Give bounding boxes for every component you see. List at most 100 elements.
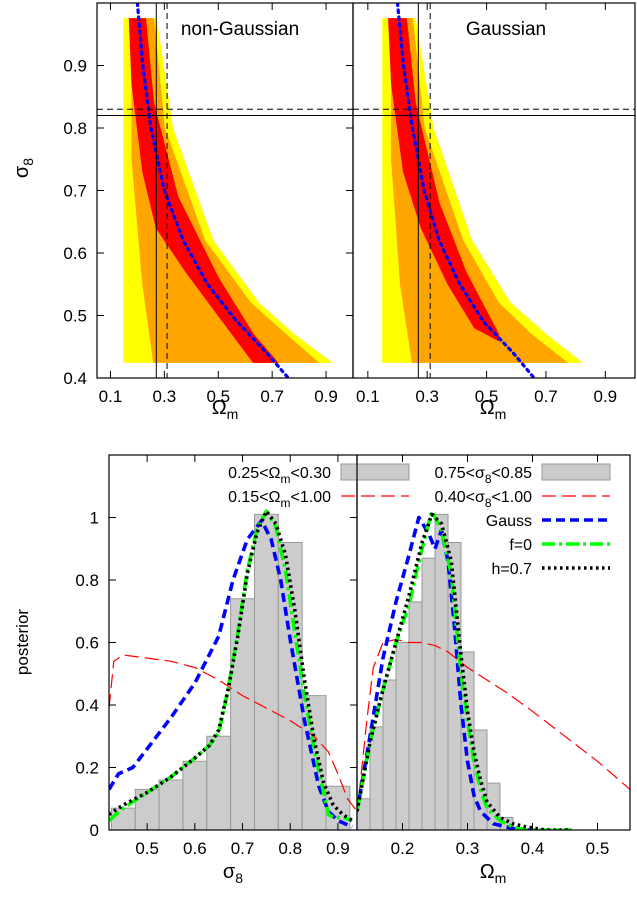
- x-tick-label: 0.5: [475, 387, 499, 406]
- legend-label-sub: m: [281, 472, 291, 486]
- x-tick-label: 0.6: [183, 839, 207, 858]
- x-tick-label: 0.7: [534, 387, 558, 406]
- x-tick-label: 0.7: [260, 387, 284, 406]
- panel-label-gaussian: Gaussian: [466, 19, 546, 40]
- legend-label-tail: <1.00: [291, 489, 332, 506]
- legend-swatch-hist: [340, 463, 410, 481]
- x-tick-label: 0.7: [231, 839, 255, 858]
- histogram-bar: [277, 542, 303, 830]
- legend-label-sub: 8: [485, 472, 492, 486]
- legend: 0.25<Ωm<0.30 0.15<Ωm<1.00: [228, 463, 410, 510]
- legend-label-sub: 8: [485, 496, 492, 510]
- confidence-region-inner: [388, 18, 499, 342]
- histogram-bar: [408, 601, 423, 830]
- x-tick-label: 0.1: [99, 387, 123, 406]
- plot-frame: [356, 454, 631, 831]
- posterior-curve-gauss: [109, 518, 353, 829]
- xlabel-omega-bottom-main: Ω: [480, 861, 495, 883]
- y-tick-label: 0.5: [63, 307, 87, 326]
- legend-label-sub: m: [281, 496, 291, 510]
- legend-label: 0.75<σ8<0.85: [434, 465, 532, 486]
- x-tick-label: 0.9: [593, 387, 617, 406]
- histogram-bar: [434, 513, 449, 830]
- y-tick-label: 0.8: [75, 571, 99, 590]
- confidence-region-inner: [128, 18, 279, 363]
- histogram-bar: [421, 557, 436, 830]
- legend-label-text: 0.40<σ: [434, 489, 484, 506]
- y-tick-label: 0.9: [63, 57, 87, 76]
- x-tick-label: 0.2: [391, 839, 415, 858]
- y-tick-label: 1: [90, 509, 99, 528]
- x-tick-label: 0.3: [456, 839, 480, 858]
- confidence-region-middle: [391, 18, 569, 363]
- posterior-curve-f0: [109, 509, 353, 823]
- histogram-bar: [230, 598, 255, 830]
- histogram-bar: [253, 513, 279, 830]
- x-tick-label: 0.8: [278, 839, 302, 858]
- x-tick-label: 0.9: [326, 839, 350, 858]
- posterior-panel-omega-m: 0.2 0.3 0.4 0.5 0.75<σ8<0.85 0.40<σ8<1.00 Gaus…: [356, 454, 631, 858]
- y-tick-label: 0.2: [75, 759, 99, 778]
- legend-label-text: 0.75<σ: [434, 465, 484, 482]
- histogram-bar: [382, 679, 397, 830]
- legend-label-tail: <0.30: [291, 465, 332, 482]
- posterior-layer: [357, 509, 630, 830]
- x-tick-label: 0.5: [586, 839, 610, 858]
- histogram-bar: [182, 760, 208, 830]
- xlabel-omega-a-sub: m: [227, 406, 239, 422]
- legend-label-text: 0.25<Ω: [228, 465, 280, 482]
- xlabel-omega-bottom: Ωm: [480, 861, 507, 886]
- legend-label-text: h=0.7: [492, 561, 533, 578]
- xlabel-omega-a: Ωm: [212, 397, 239, 422]
- y-tick-label: 0.4: [75, 696, 99, 715]
- posterior-curve-broad: [357, 638, 630, 815]
- posterior-panel-sigma8: 0.5 0.6 0.7 0.8 0.9 0 0.2 0.4 0.6 0.8 1 0.25<Ωm<0.3…: [75, 454, 410, 858]
- legend-label: 0.15<Ωm<1.00: [228, 489, 331, 510]
- legend-label-text: Gauss: [486, 513, 532, 530]
- x-tick-label: 0.4: [521, 839, 545, 858]
- legend-label: 0.40<σ8<1.00: [434, 489, 532, 510]
- plot-frame: [352, 2, 636, 379]
- contour-layer: [353, 3, 635, 378]
- degeneracy-curve: [135, 3, 290, 378]
- x-tick-label: 0.1: [356, 387, 380, 406]
- histogram-bar: [158, 779, 184, 830]
- ylabel-posterior: posterior: [13, 609, 32, 675]
- legend-label: h=0.7: [492, 561, 533, 578]
- y-tick-label: 0.7: [63, 182, 87, 201]
- posterior-curve-f0: [357, 509, 572, 830]
- x-tick-label: 0.3: [415, 387, 439, 406]
- legend-label-tail: <0.85: [492, 465, 533, 482]
- panel-label-non-gaussian: non-Gaussian: [181, 19, 299, 40]
- xlabel-omega-b-main: Ω: [480, 397, 495, 419]
- y-tick-label: 0.8: [63, 119, 87, 138]
- posterior-layer: [109, 509, 357, 830]
- xlabel-sigma8-bottom-main: σ: [223, 861, 236, 883]
- legend-label-tail: <1.00: [492, 489, 533, 506]
- histogram-bar: [369, 726, 384, 830]
- contour-panel-gaussian: 0.1 0.3 0.5 0.7 0.9: [352, 2, 636, 406]
- contour-panel-non-gaussian: 0.1 0.3 0.5 0.7 0.9 0.4 0.5 0.6 0.7 0.8 0.9: [63, 2, 354, 406]
- y-tick-label: 0.6: [75, 634, 99, 653]
- xlabel-omega-a-main: Ω: [212, 397, 227, 419]
- degeneracy-curve: [395, 3, 536, 378]
- contour-layer: [97, 3, 353, 378]
- ylabel-sigma8: σ8: [11, 158, 36, 178]
- posterior-curve-gauss: [357, 515, 533, 830]
- legend-label: f=0: [509, 537, 532, 554]
- x-tick-label: 0.9: [314, 387, 338, 406]
- xlabel-omega-b: Ωm: [480, 397, 507, 422]
- xlabel-omega-bottom-sub: m: [495, 870, 507, 886]
- histogram-bar: [206, 735, 232, 830]
- ylabel-sigma8-sub: 8: [20, 158, 36, 166]
- legend: 0.75<σ8<0.85 0.40<σ8<1.00 Gauss f=0 h=0.7: [434, 463, 611, 578]
- posterior-curve-h07: [357, 512, 572, 830]
- xlabel-omega-b-sub: m: [495, 406, 507, 422]
- ylabel-sigma8-main: σ: [11, 165, 33, 178]
- legend-label: 0.25<Ωm<0.30: [228, 465, 331, 486]
- xlabel-sigma8-bottom-sub: 8: [235, 870, 243, 886]
- legend-swatch-hist: [541, 463, 611, 481]
- posterior-curve-broad: [109, 654, 357, 812]
- x-tick-label: 0.3: [153, 387, 177, 406]
